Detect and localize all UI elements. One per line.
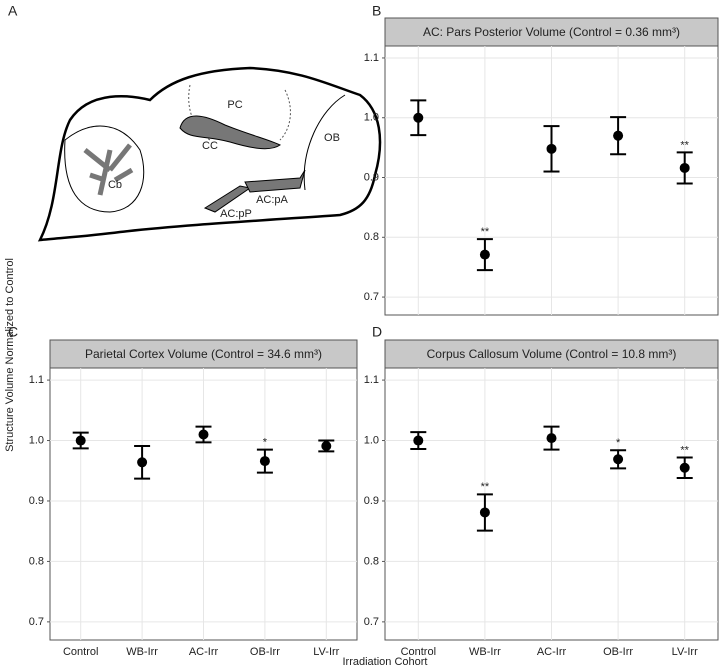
- point: [413, 112, 424, 123]
- y-tick-label: 1.1: [29, 374, 44, 386]
- x-tick-label: Control: [401, 646, 436, 658]
- point: [479, 507, 490, 518]
- y-tick-label: 1.1: [364, 52, 379, 64]
- significance-label: *: [263, 437, 268, 449]
- y-tick-label: 0.7: [29, 616, 44, 628]
- y-tick-label: 0.7: [364, 291, 379, 303]
- panel-label: C: [8, 324, 18, 340]
- x-tick-label: OB-Irr: [250, 646, 280, 658]
- y-tick-label: 1.0: [29, 434, 44, 446]
- y-tick-label: 0.9: [364, 495, 379, 507]
- x-tick-label: OB-Irr: [603, 646, 633, 658]
- x-tick-label: AC-Irr: [189, 646, 219, 658]
- point: [679, 462, 690, 473]
- y-tick-label: 1.1: [364, 374, 379, 386]
- y-tick-label: 0.8: [364, 231, 379, 243]
- diagram-label: OB: [324, 132, 340, 144]
- y-tick-label: 0.9: [29, 495, 44, 507]
- panel-label: D: [372, 324, 382, 340]
- panel-label: A: [8, 3, 18, 19]
- x-tick-label: WB-Irr: [126, 646, 158, 658]
- brain-diagram: Cb PC CC OB AC:pA AC:pP: [37, 66, 382, 242]
- point: [198, 429, 209, 440]
- x-tick-label: LV-Irr: [313, 646, 339, 658]
- panel-title: AC: Pars Posterior Volume (Control = 0.3…: [423, 25, 680, 39]
- panel-title: Parietal Cortex Volume (Control = 34.6 m…: [85, 347, 322, 361]
- point: [259, 456, 270, 467]
- significance-label: **: [481, 226, 490, 238]
- significance-label: **: [680, 139, 689, 151]
- x-tick-label: LV-Irr: [672, 646, 698, 658]
- significance-label: *: [616, 437, 621, 449]
- diagram-label: AC:pA: [256, 194, 288, 206]
- x-tick-label: AC-Irr: [537, 646, 567, 658]
- point: [546, 433, 557, 444]
- y-tick-label: 0.8: [364, 555, 379, 567]
- x-tick-label: Control: [63, 646, 98, 658]
- point: [679, 162, 690, 173]
- diagram-label: CC: [202, 140, 218, 152]
- significance-label: **: [680, 444, 689, 456]
- point: [413, 435, 424, 446]
- y-tick-label: 1.0: [364, 112, 379, 124]
- title-strip: [384, 17, 719, 47]
- point: [321, 440, 332, 451]
- point: [546, 143, 557, 154]
- point: [75, 435, 86, 446]
- point: [137, 457, 148, 468]
- y-axis-label: Structure Volume Normalized to Control: [4, 258, 16, 452]
- panel-label: B: [372, 3, 381, 19]
- panel-title: Corpus Callosum Volume (Control = 10.8 m…: [427, 347, 677, 361]
- y-tick-label: 0.9: [364, 171, 379, 183]
- significance-label: **: [481, 481, 490, 493]
- y-tick-label: 0.8: [29, 555, 44, 567]
- y-tick-label: 0.7: [364, 616, 379, 628]
- point: [479, 249, 490, 260]
- x-axis-label: Irradiation Cohort: [343, 656, 428, 668]
- y-tick-label: 1.0: [364, 434, 379, 446]
- point: [613, 454, 624, 465]
- point: [613, 130, 624, 141]
- diagram-label: AC:pP: [220, 208, 252, 220]
- diagram-label: Cb: [108, 179, 122, 191]
- title-strip: [384, 339, 719, 369]
- diagram-label: PC: [227, 99, 242, 111]
- x-tick-label: WB-Irr: [469, 646, 501, 658]
